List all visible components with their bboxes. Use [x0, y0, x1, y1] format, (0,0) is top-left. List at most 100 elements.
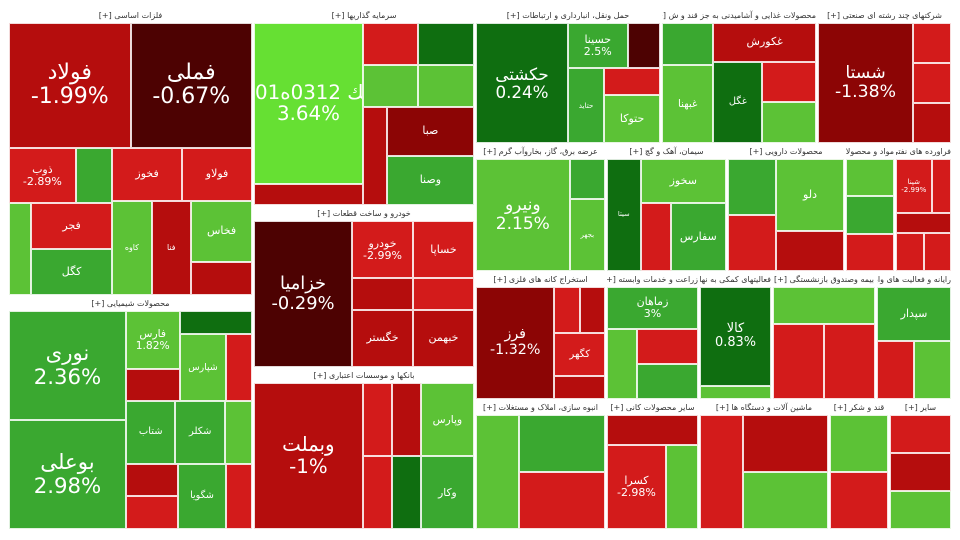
stock-tile[interactable]	[519, 472, 605, 529]
stock-tile[interactable]	[607, 329, 638, 399]
sector-header[interactable]: فراورده های نفتی، کک و س [+]	[896, 145, 951, 160]
sector-header[interactable]: محصولات دارویی [+]	[728, 145, 844, 160]
stock-tile[interactable]	[640, 203, 671, 271]
stock-tile[interactable]: ونیرو 2.15%	[476, 159, 570, 271]
stock-tile[interactable]	[637, 329, 698, 365]
stock-tile[interactable]	[362, 456, 392, 529]
stock-tile[interactable]	[362, 107, 387, 205]
stock-tile[interactable]	[762, 102, 816, 143]
sector-header[interactable]: بیمه وصندوق بازنشستگی [+]	[773, 273, 875, 288]
sector-header[interactable]: حمل ونقل، انبارداری و ارتباطات [+]	[476, 9, 660, 24]
stock-tile[interactable]	[179, 311, 252, 335]
stock-tile[interactable]	[352, 278, 413, 310]
stock-tile[interactable]	[607, 415, 698, 445]
stock-tile[interactable]	[476, 415, 519, 529]
sector-header[interactable]: سیمان، آهک و گچ [+]	[607, 145, 726, 160]
stock-tile[interactable]	[890, 453, 951, 491]
sector-header[interactable]: محصولات غذایی و آشامیدنی به جز قند و ش […	[662, 9, 816, 24]
stock-tile[interactable]	[773, 324, 824, 399]
stock-tile[interactable]	[846, 159, 894, 197]
stock-tile[interactable]	[9, 203, 32, 295]
stock-tile[interactable]: دلو	[776, 159, 844, 232]
stock-tile[interactable]: بوعلی 2.98%	[9, 420, 126, 529]
stock-tile[interactable]	[418, 65, 474, 107]
stock-tile[interactable]	[830, 472, 888, 529]
stock-tile[interactable]	[700, 385, 771, 399]
stock-tile[interactable]	[637, 364, 698, 399]
stock-tile[interactable]	[913, 23, 951, 63]
stock-tile[interactable]	[665, 444, 698, 529]
stock-tile[interactable]: غگل	[713, 61, 763, 143]
sector-header[interactable]: فعالیتهای کمکی به نهادها [+]	[700, 273, 771, 288]
stock-tile[interactable]: نوری 2.36%	[9, 311, 126, 420]
stock-tile[interactable]	[913, 63, 951, 103]
stock-tile[interactable]	[391, 456, 421, 529]
stock-tile[interactable]: غکورش	[713, 23, 816, 62]
stock-tile[interactable]: فنا	[151, 200, 192, 295]
stock-tile[interactable]	[914, 340, 951, 399]
stock-tile[interactable]: شگویا	[178, 463, 226, 529]
stock-tile[interactable]: سخوز	[640, 159, 726, 203]
stock-tile[interactable]	[662, 23, 714, 66]
stock-tile[interactable]: فخاس	[191, 200, 252, 262]
stock-tile[interactable]: کاوه	[112, 200, 152, 295]
stock-tile[interactable]	[824, 324, 875, 399]
stock-tile[interactable]: کسرا -2.98%	[607, 444, 666, 529]
stock-tile[interactable]	[225, 463, 252, 529]
stock-tile[interactable]: زماهان 3%	[607, 287, 698, 330]
sector-header[interactable]: رایانه و فعالیت های وابسته [+]	[877, 273, 951, 288]
stock-tile[interactable]: سفارس	[670, 203, 726, 271]
stock-tile[interactable]: سِك 0312ه01ب3.64%	[254, 23, 363, 184]
stock-tile[interactable]	[191, 261, 252, 295]
stock-tile[interactable]: کگل	[31, 249, 113, 295]
sector-header[interactable]: ماشین آلات و دستگاه ها [+]	[700, 401, 828, 416]
sector-header[interactable]: زراعت و خدمات وابسته [+]	[607, 273, 698, 288]
stock-tile[interactable]	[896, 232, 924, 271]
stock-tile[interactable]	[579, 287, 605, 334]
stock-tile[interactable]	[125, 463, 179, 497]
stock-tile[interactable]	[846, 196, 894, 234]
stock-tile[interactable]	[830, 415, 888, 472]
stock-tile[interactable]	[362, 23, 419, 65]
sector-header[interactable]: مواد و محصولات دارویی [+]	[846, 145, 894, 160]
stock-tile[interactable]	[519, 415, 605, 472]
stock-tile[interactable]	[391, 383, 421, 456]
stock-tile[interactable]: وصنا	[386, 156, 474, 205]
stock-tile[interactable]: شستا -1.38%	[818, 23, 913, 143]
stock-tile[interactable]: شپارس	[179, 334, 227, 401]
stock-tile[interactable]	[700, 415, 743, 529]
stock-tile[interactable]: فخوز	[112, 147, 183, 201]
sector-header[interactable]: انبوه سازی، املاک و مستغلات [+]	[476, 401, 605, 416]
stock-tile[interactable]: خساپا	[413, 221, 474, 279]
stock-tile[interactable]: خودرو -2.99%	[352, 221, 413, 279]
stock-tile[interactable]: غبهنا	[662, 65, 714, 143]
sector-header[interactable]: فلزات اساسی [+]	[9, 9, 252, 24]
stock-tile[interactable]: وکار	[420, 456, 474, 529]
sector-header[interactable]: استخراج کانه های فلزی [+]	[476, 273, 605, 288]
stock-tile[interactable]	[742, 415, 828, 472]
stock-tile[interactable]: ذوب -2.89%	[9, 147, 76, 204]
stock-tile[interactable]: وبملت -1%	[254, 383, 363, 529]
stock-tile[interactable]	[913, 103, 951, 143]
sector-header[interactable]: محصولات شیمیایی [+]	[9, 297, 252, 312]
stock-tile[interactable]	[890, 491, 951, 529]
stock-tile[interactable]	[846, 233, 894, 271]
stock-tile[interactable]: حتاید	[568, 68, 605, 143]
stock-tile[interactable]	[773, 287, 875, 325]
stock-tile[interactable]	[554, 375, 605, 399]
stock-tile[interactable]	[418, 23, 474, 65]
sector-header[interactable]: شرکتهای چند رشته ای صنعتی [+]	[818, 9, 951, 24]
stock-tile[interactable]: سیتا	[607, 159, 641, 271]
stock-tile[interactable]: خزامیا -0.29%	[254, 221, 353, 367]
stock-tile[interactable]	[554, 287, 580, 334]
stock-tile[interactable]	[125, 369, 180, 401]
stock-tile[interactable]: فارس 1.82%	[125, 311, 180, 370]
stock-tile[interactable]: کالا 0.83%	[700, 287, 771, 386]
stock-tile[interactable]	[75, 147, 113, 204]
stock-tile[interactable]: فجر	[31, 203, 113, 250]
stock-tile[interactable]	[896, 213, 951, 233]
stock-tile[interactable]	[627, 23, 660, 69]
stock-tile[interactable]	[226, 334, 252, 401]
stock-tile[interactable]: وپارس	[420, 383, 474, 456]
stock-tile[interactable]: حکشتی 0.24%	[476, 23, 568, 143]
